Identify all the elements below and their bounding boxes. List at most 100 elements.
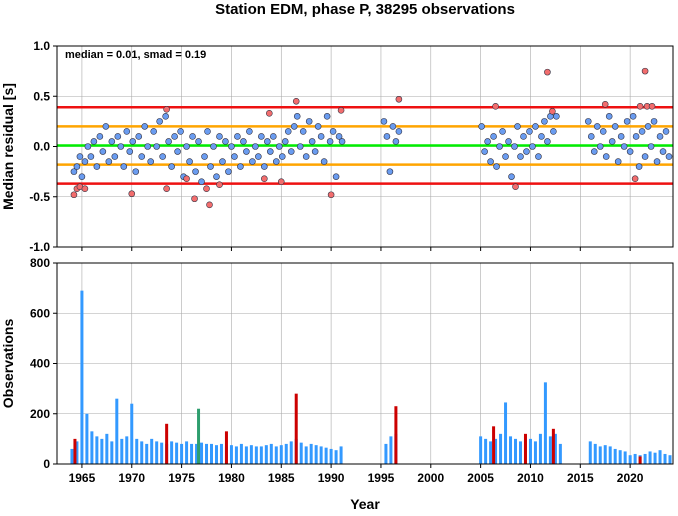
bar xyxy=(548,436,552,464)
data-point xyxy=(228,143,235,150)
data-point xyxy=(120,163,128,170)
bar xyxy=(185,441,189,464)
data-point xyxy=(138,153,146,160)
data-point xyxy=(269,133,277,140)
data-point xyxy=(84,143,92,150)
data-point xyxy=(620,143,628,150)
data-point xyxy=(225,168,232,175)
data-point xyxy=(389,123,397,130)
bar xyxy=(551,428,555,464)
data-point xyxy=(96,133,104,140)
data-point xyxy=(150,128,157,135)
bar xyxy=(105,433,109,464)
bar xyxy=(190,443,194,464)
data-point xyxy=(258,133,265,140)
bar xyxy=(284,443,288,464)
data-point xyxy=(327,191,335,199)
x-tick-label: 2010 xyxy=(517,471,544,485)
data-point xyxy=(168,163,175,170)
data-point xyxy=(210,143,217,150)
bar xyxy=(219,443,223,464)
bar xyxy=(170,441,174,464)
bar xyxy=(479,436,483,464)
data-point xyxy=(163,106,170,113)
bar xyxy=(115,398,119,464)
bar xyxy=(668,455,672,464)
bar xyxy=(658,450,662,464)
data-point xyxy=(314,123,322,130)
data-point xyxy=(311,148,319,155)
data-point xyxy=(249,158,256,165)
data-point xyxy=(243,148,250,155)
data-point xyxy=(277,178,285,185)
bar xyxy=(339,446,343,464)
x-tick-label: 1965 xyxy=(69,471,96,485)
data-point xyxy=(638,128,646,135)
data-point xyxy=(296,143,304,150)
x-tick-label: 2020 xyxy=(617,471,644,485)
data-point xyxy=(308,138,316,145)
bar xyxy=(324,447,328,464)
data-point xyxy=(261,175,268,182)
data-point xyxy=(526,128,533,135)
data-point xyxy=(203,185,210,193)
data-point xyxy=(186,158,193,165)
bar xyxy=(309,443,313,464)
data-point xyxy=(490,133,497,140)
x-tick-label: 1985 xyxy=(268,471,295,485)
data-point xyxy=(198,178,205,185)
bar xyxy=(494,438,498,464)
data-point xyxy=(517,153,524,160)
data-point xyxy=(520,133,527,140)
data-point xyxy=(502,153,509,160)
data-point xyxy=(599,128,607,135)
data-point xyxy=(275,143,283,150)
data-point xyxy=(102,123,110,130)
bar xyxy=(95,436,99,464)
data-point xyxy=(219,158,226,165)
data-point xyxy=(481,148,488,155)
bar xyxy=(518,441,522,464)
data-point xyxy=(99,148,107,155)
data-point xyxy=(278,153,286,160)
data-point xyxy=(284,128,292,135)
bar xyxy=(489,441,493,464)
y-tick-label: 800 xyxy=(30,256,50,270)
x-tick-label: 1975 xyxy=(168,471,195,485)
bar xyxy=(145,443,149,464)
data-point xyxy=(128,190,136,198)
data-point xyxy=(123,128,131,135)
y-tick-label: -0.5 xyxy=(29,190,50,204)
data-point xyxy=(487,158,494,165)
data-point xyxy=(317,133,325,140)
data-point xyxy=(538,133,545,140)
x-tick-label: 1990 xyxy=(318,471,345,485)
data-point xyxy=(395,128,403,135)
data-point xyxy=(626,148,634,155)
data-point xyxy=(246,128,253,135)
data-point xyxy=(159,153,166,160)
data-point xyxy=(234,133,241,140)
bar xyxy=(633,453,637,464)
data-point xyxy=(337,107,345,114)
data-point xyxy=(614,158,622,165)
data-point xyxy=(665,153,673,160)
data-point xyxy=(499,128,506,135)
data-point xyxy=(662,128,670,135)
data-point xyxy=(386,168,394,175)
bar xyxy=(264,445,268,464)
data-point xyxy=(293,113,301,120)
data-point xyxy=(532,123,539,130)
data-point xyxy=(290,123,298,130)
bar xyxy=(623,451,627,464)
data-point xyxy=(240,138,247,145)
data-point xyxy=(593,123,601,130)
data-point xyxy=(281,138,289,145)
bar xyxy=(80,290,84,464)
data-point xyxy=(195,138,202,145)
bar xyxy=(254,446,258,464)
data-point xyxy=(656,133,664,140)
data-point xyxy=(523,148,530,155)
bar xyxy=(618,450,622,464)
